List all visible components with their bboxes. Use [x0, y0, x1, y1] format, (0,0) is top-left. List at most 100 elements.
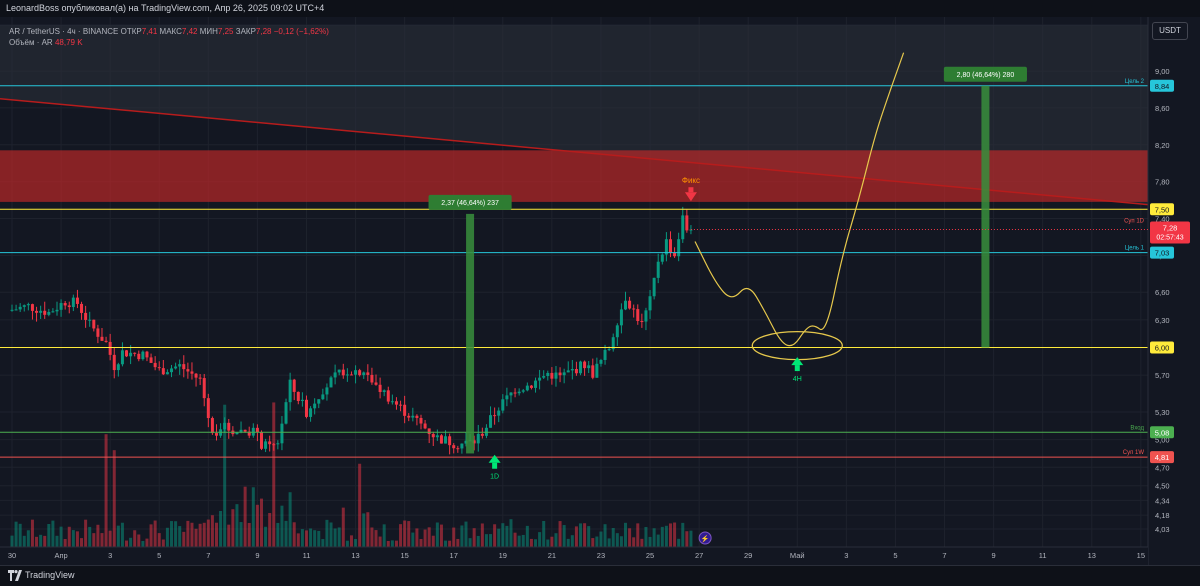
volume-bar	[80, 538, 84, 547]
candle-body	[681, 215, 685, 240]
volume-bar	[562, 525, 566, 547]
volume-bar	[333, 528, 337, 547]
time-axis	[0, 547, 1148, 565]
candle-body	[276, 443, 280, 445]
high-label: МАКС	[159, 27, 182, 36]
candle-body	[292, 379, 296, 392]
candle-body	[120, 350, 124, 365]
sell-arrow-icon	[684, 192, 697, 202]
volume-bar	[394, 540, 398, 547]
volume-bar	[227, 524, 231, 547]
close-label: ЗАКР	[235, 27, 256, 36]
volume-bar	[603, 524, 607, 547]
volume-bar	[206, 519, 210, 547]
volume-bar	[149, 524, 153, 547]
chart-area[interactable]: Цель 2 Цель 1 Вход Суп 1W Суп 1D 2,37 (46,64%…	[0, 17, 1200, 565]
candle-body	[153, 362, 157, 368]
volume-bar	[640, 538, 644, 547]
symbol-name[interactable]: AR / TetherUS · 4ч · BINANCE	[9, 27, 119, 36]
time-tick-label: 21	[548, 551, 556, 560]
price-tick-label: 9,00	[1155, 67, 1170, 76]
candle-body	[137, 353, 141, 360]
volume-bar	[174, 521, 178, 547]
candle-body	[403, 404, 407, 416]
candle-body	[284, 402, 288, 424]
events-badge-icon	[698, 531, 712, 545]
candle-body	[538, 377, 542, 381]
volume-bar	[329, 522, 333, 547]
candle-body	[394, 401, 398, 405]
volume-bar	[161, 539, 165, 547]
volume-bar	[493, 524, 497, 547]
candle-body	[206, 398, 210, 419]
candle-body	[390, 401, 394, 403]
volume-bar	[100, 533, 104, 547]
tradingview-logo-icon[interactable]	[8, 570, 22, 581]
volume-bar	[399, 524, 403, 547]
volume-bar	[26, 530, 30, 547]
candle-body	[419, 417, 423, 424]
candle-body	[198, 377, 202, 379]
candle-body	[407, 415, 411, 418]
volume-bar	[411, 532, 415, 547]
volume-bar	[460, 525, 464, 547]
volume-bar	[88, 526, 92, 547]
volume-bar	[632, 537, 636, 547]
level-price-tag	[1150, 426, 1174, 439]
candle-body	[133, 352, 137, 354]
annotation-label: 4H	[793, 376, 802, 383]
volume-bar	[374, 530, 378, 547]
candle-body	[648, 296, 652, 311]
candle-body	[362, 372, 366, 376]
level-name: Цель 2	[1125, 79, 1145, 85]
level-price-tag-label: 4,81	[1155, 453, 1170, 462]
volume-bar	[30, 519, 34, 547]
volume-bar	[157, 533, 161, 547]
candle-body	[431, 434, 435, 438]
volume-bar	[129, 537, 133, 547]
candle-body	[677, 239, 681, 257]
price-chart[interactable]: Цель 2 Цель 1 Вход Суп 1W Суп 1D 2,37 (46,64%…	[0, 17, 1200, 565]
candle-body	[145, 351, 149, 358]
level-price-tag-label: 6,00	[1155, 343, 1170, 352]
candle-body	[300, 399, 304, 401]
volume-bar	[644, 526, 648, 547]
time-tick-label: 3	[108, 551, 112, 560]
candle-body	[480, 433, 484, 436]
time-tick-label: 3	[844, 551, 848, 560]
candle-body	[239, 429, 243, 433]
candle-body	[26, 304, 30, 306]
level-price-tag	[1150, 203, 1174, 216]
currency-button[interactable]: USDT	[1152, 22, 1188, 40]
candle-body	[182, 364, 186, 370]
volume-bar	[538, 532, 542, 547]
volume-bar	[288, 492, 292, 547]
candle-body	[321, 394, 325, 400]
volume-bar	[22, 535, 26, 547]
candle-body	[215, 433, 218, 436]
volume-bar	[108, 530, 112, 547]
level-name: Суп 1W	[1123, 450, 1145, 456]
volume-bar	[47, 523, 51, 547]
candle-body	[116, 364, 120, 371]
volume-bar	[116, 525, 120, 547]
volume-bar	[579, 523, 583, 547]
close-value: 7,28	[255, 27, 272, 36]
level-price-tag-label: 7,50	[1155, 205, 1170, 214]
candle-body	[47, 311, 51, 315]
publisher-text: LeonardBoss опубликовал(а) на TradingVie…	[6, 3, 325, 13]
volume-bar	[435, 522, 439, 547]
sell-arrow-stem	[688, 187, 694, 193]
volume-bar	[558, 521, 562, 547]
volume-bar	[624, 522, 627, 547]
time-tick-label: 7	[206, 551, 210, 560]
level-name: Суп 1D	[1124, 218, 1145, 224]
volume-bar	[517, 535, 521, 547]
candle-body	[194, 373, 198, 378]
candle-body	[354, 370, 358, 375]
candle-body	[18, 306, 22, 310]
candle-body	[309, 408, 313, 417]
volume-bar	[566, 538, 570, 547]
candle-body	[574, 369, 578, 374]
brand-name[interactable]: TradingView	[25, 570, 75, 580]
